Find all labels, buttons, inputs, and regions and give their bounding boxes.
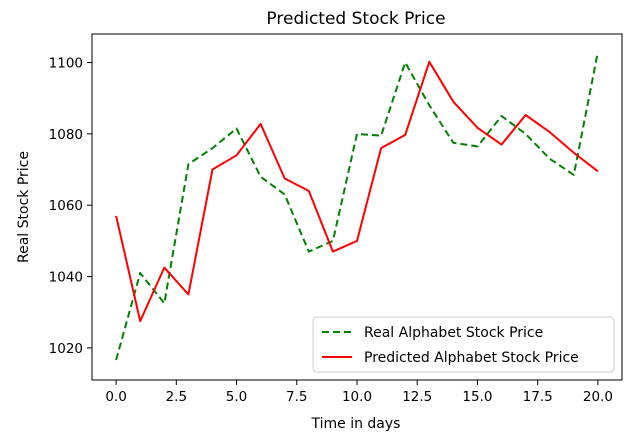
x-tick-label: 17.5 (523, 389, 553, 405)
legend-box (312, 316, 615, 373)
x-tick-label: 7.5 (286, 389, 307, 405)
chart-title: Predicted Stock Price (266, 9, 445, 29)
x-axis-label: Time in days (311, 416, 401, 432)
y-tick-label: 1040 (49, 270, 83, 286)
x-tick-label: 5.0 (226, 389, 247, 405)
legend-label-real: Real Alphabet Stock Price (364, 325, 543, 341)
y-tick-label: 1060 (49, 198, 83, 214)
y-tick-label: 1100 (49, 56, 83, 72)
x-tick-label: 2.5 (166, 389, 187, 405)
x-tick-label: 20.0 (583, 389, 613, 405)
x-tick-label: 15.0 (462, 389, 492, 405)
legend-label-predicted: Predicted Alphabet Stock Price (364, 350, 579, 366)
y-axis-ticks: 1020 1040 1060 1080 1100 (49, 56, 92, 357)
x-tick-label: 12.5 (402, 389, 432, 405)
x-tick-label: 10.0 (342, 389, 372, 405)
x-tick-label: 0.0 (105, 389, 126, 405)
legend: Real Alphabet Stock Price Predicted Alph… (312, 316, 615, 373)
y-axis-label: Real Stock Price (16, 151, 32, 263)
x-axis-ticks: 0.0 2.5 5.0 7.5 10.0 12.5 15.0 17.5 20.0 (105, 380, 613, 405)
series-layer (115, 51, 599, 361)
y-tick-label: 1080 (49, 127, 83, 143)
series-line-real (115, 51, 599, 361)
series-line-predicted (115, 60, 599, 323)
y-tick-label: 1020 (49, 341, 83, 357)
